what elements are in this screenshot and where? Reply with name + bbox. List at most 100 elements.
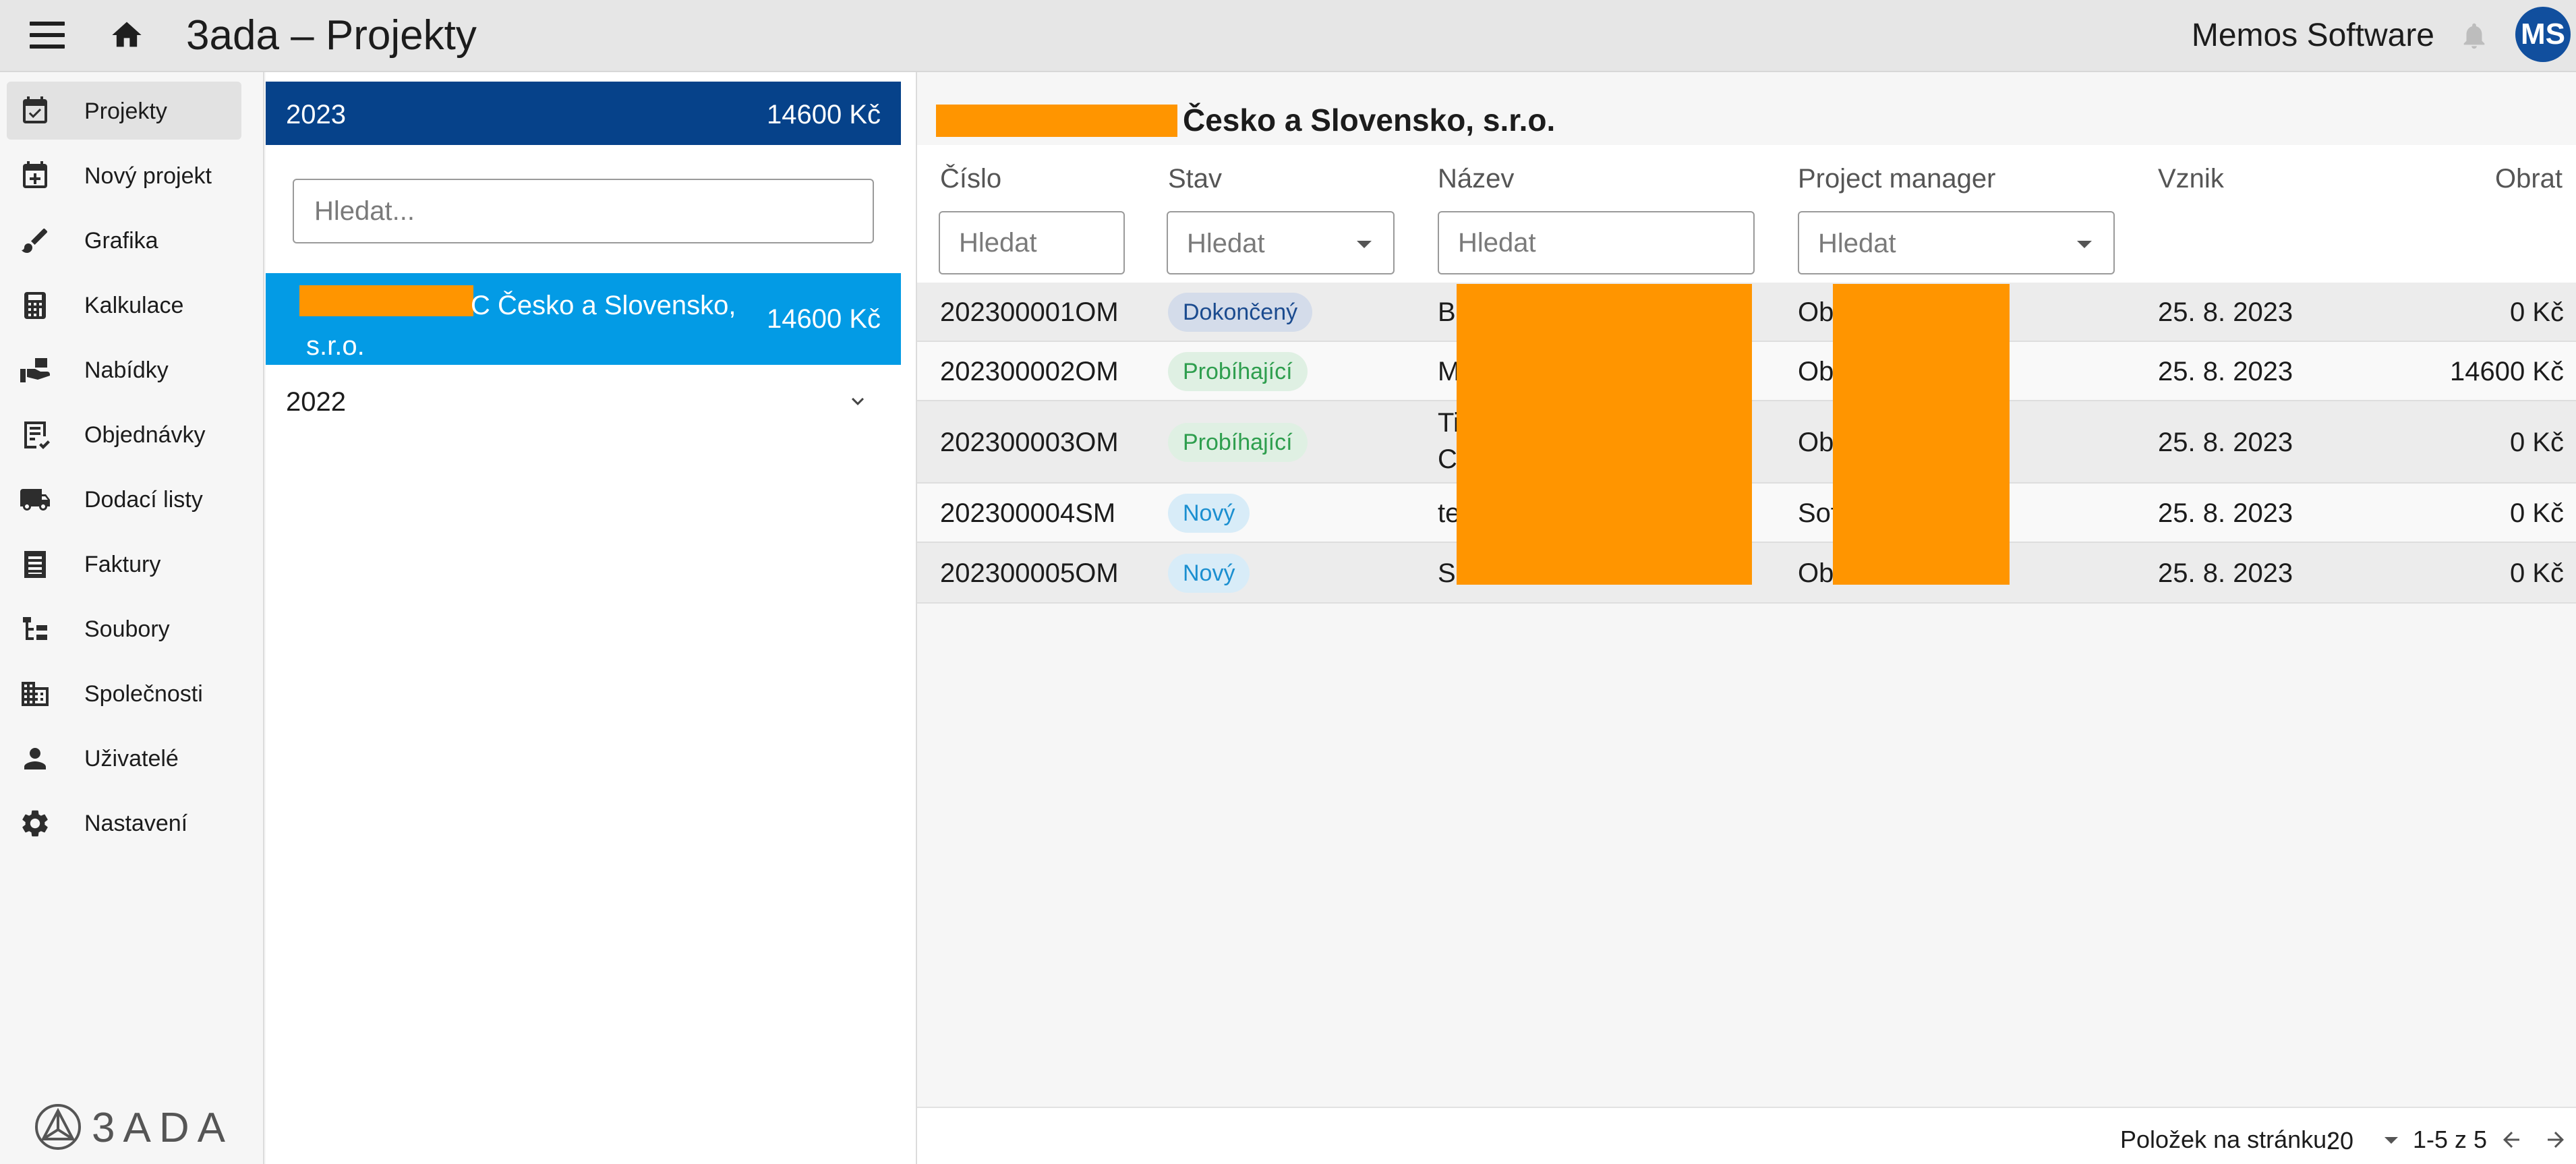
cell-vznik: 25. 8. 2023 [2158,297,2293,327]
sidebar-item-nastaveni[interactable]: Nastavení [7,794,241,852]
page-range: 1-5 z 5 [2413,1126,2488,1153]
status-badge: Probíhající [1168,423,1308,462]
cell-cislo: 202300001OM [940,297,1119,327]
sidebar: Projekty Nový projekt Grafika Kalkulace … [0,72,264,1164]
cell-cislo: 202300003OM [940,428,1119,457]
arrow-left-icon[interactable] [2499,1128,2523,1152]
column-header-project-manager[interactable]: Project manager [1798,164,1996,194]
cell-project-manager: Ob [1798,428,1834,457]
year-total: 14600 Kč [766,100,881,129]
sidebar-item-uzivatele[interactable]: Uživatelé [7,729,241,787]
sidebar-item-soubory[interactable]: Soubory [7,600,241,658]
caret-down-icon [2077,241,2092,248]
filter-nazev-input[interactable] [1438,211,1755,274]
sidebar-item-kalkulace[interactable]: Kalkulace [7,276,241,334]
sidebar-item-faktury[interactable]: Faktury [7,535,241,593]
hand-offer-icon [20,358,50,382]
truck-icon [20,489,50,511]
calculator-icon [24,292,46,319]
per-page-select[interactable]: 20 [2326,1127,2354,1155]
project-name: C Česko a Slovensko, s.r.o. [306,291,736,361]
sidebar-item-objednavky[interactable]: Objednávky [7,405,241,463]
year-label: 2022 [286,387,346,417]
sidebar-item-label: Nastavení [84,811,188,836]
project-total: 14600 Kč [766,304,881,334]
building-icon [22,682,49,706]
filter-pm-select[interactable]: Hledat [1798,211,2115,274]
brush-icon [22,228,48,253]
avatar[interactable]: MS [2515,7,2571,62]
selected-project-item[interactable]: C Česko a Slovensko, s.r.o. 14600 Kč [266,273,901,365]
filter-stav-select[interactable]: Hledat [1167,211,1395,274]
sidebar-item-label: Uživatelé [84,746,179,772]
filter-placeholder: Hledat [1818,229,1896,258]
sidebar-item-label: Projekty [84,98,167,124]
sidebar-item-label: Společnosti [84,681,203,707]
cell-obrat: 0 Kč [2509,297,2564,327]
status-badge: Dokončený [1168,293,1313,332]
project-title: Česko a Slovensko, s.r.o. [1183,103,1556,138]
page-title: 3ada – Projekty [186,12,477,59]
bell-icon[interactable] [2459,19,2490,53]
cell-project-manager: Ob [1798,297,1834,327]
sidebar-item-nabidky[interactable]: Nabídky [7,341,241,399]
year-label: 2023 [286,100,346,129]
year-group-2022[interactable]: 2022 [266,369,901,434]
caret-down-icon [1357,241,1372,248]
cell-obrat: 0 Kč [2509,498,2564,528]
year-group-2023[interactable]: 2023 14600 Kč [266,82,901,145]
order-list-icon [24,421,50,449]
cell-vznik: 25. 8. 2023 [2158,498,2293,528]
redaction-block [936,105,1177,137]
caret-down-icon[interactable] [2384,1137,2398,1144]
top-app-bar: 3ada – Projekty Memos Software MS [0,0,2576,72]
status-badge: Nový [1168,494,1250,533]
cell-nazev: S [1438,558,1456,588]
column-header-nazev[interactable]: Název [1438,164,1515,194]
cell-project-manager: Sof [1798,498,1839,528]
sidebar-item-dodaci-listy[interactable]: Dodací listy [7,470,241,528]
redaction-block [1833,284,2010,585]
status-badge: Probíhající [1168,352,1308,391]
person-icon [24,748,46,769]
chevron-down-icon [852,397,864,405]
sidebar-item-grafika[interactable]: Grafika [7,211,241,269]
table-footer [917,1107,2576,1164]
project-search-input[interactable] [293,179,874,243]
sidebar-item-label: Dodací listy [84,487,203,513]
sidebar-item-novy-projekt[interactable]: Nový projekt [7,146,241,204]
column-header-stav[interactable]: Stav [1168,164,1223,194]
calendar-plus-icon [23,161,47,188]
cell-project-manager: Ob [1798,357,1834,386]
cell-project-manager: Ob [1798,558,1834,588]
sidebar-item-spolecnosti[interactable]: Společnosti [7,664,241,722]
cell-obrat: 0 Kč [2509,428,2564,457]
redaction-block [299,285,473,316]
cell-nazev: M [1438,357,1461,386]
cell-nazev-line2: C [1438,444,1457,474]
column-header-cislo[interactable]: Číslo [940,164,1002,194]
column-header-vznik[interactable]: Vznik [2158,164,2224,194]
cell-cislo: 202300002OM [940,357,1119,386]
cell-cislo: 202300005OM [940,558,1119,588]
filter-cislo-input[interactable] [939,211,1125,274]
cell-obrat: 0 Kč [2509,558,2564,588]
calendar-check-icon [23,96,47,123]
cell-obrat: 14600 Kč [2449,357,2564,386]
sidebar-item-label: Soubory [84,616,170,642]
home-icon[interactable] [108,18,146,53]
sidebar-item-label: Objednávky [84,422,206,448]
cell-nazev: te [1438,498,1461,528]
gear-icon [22,810,48,837]
cell-vznik: 25. 8. 2023 [2158,428,2293,457]
column-header-obrat[interactable]: Obrat [2494,164,2563,194]
cell-vznik: 25. 8. 2023 [2158,558,2293,588]
per-page-label: Položek na stránku: [2120,1126,2334,1153]
filter-placeholder: Hledat [1187,229,1265,258]
cell-vznik: 25. 8. 2023 [2158,357,2293,386]
sidebar-item-projekty[interactable]: Projekty [7,82,241,140]
cell-cislo: 202300004SM [940,498,1116,528]
hamburger-menu-icon[interactable] [30,22,65,49]
arrow-right-icon[interactable] [2544,1128,2568,1152]
status-badge: Nový [1168,554,1250,593]
